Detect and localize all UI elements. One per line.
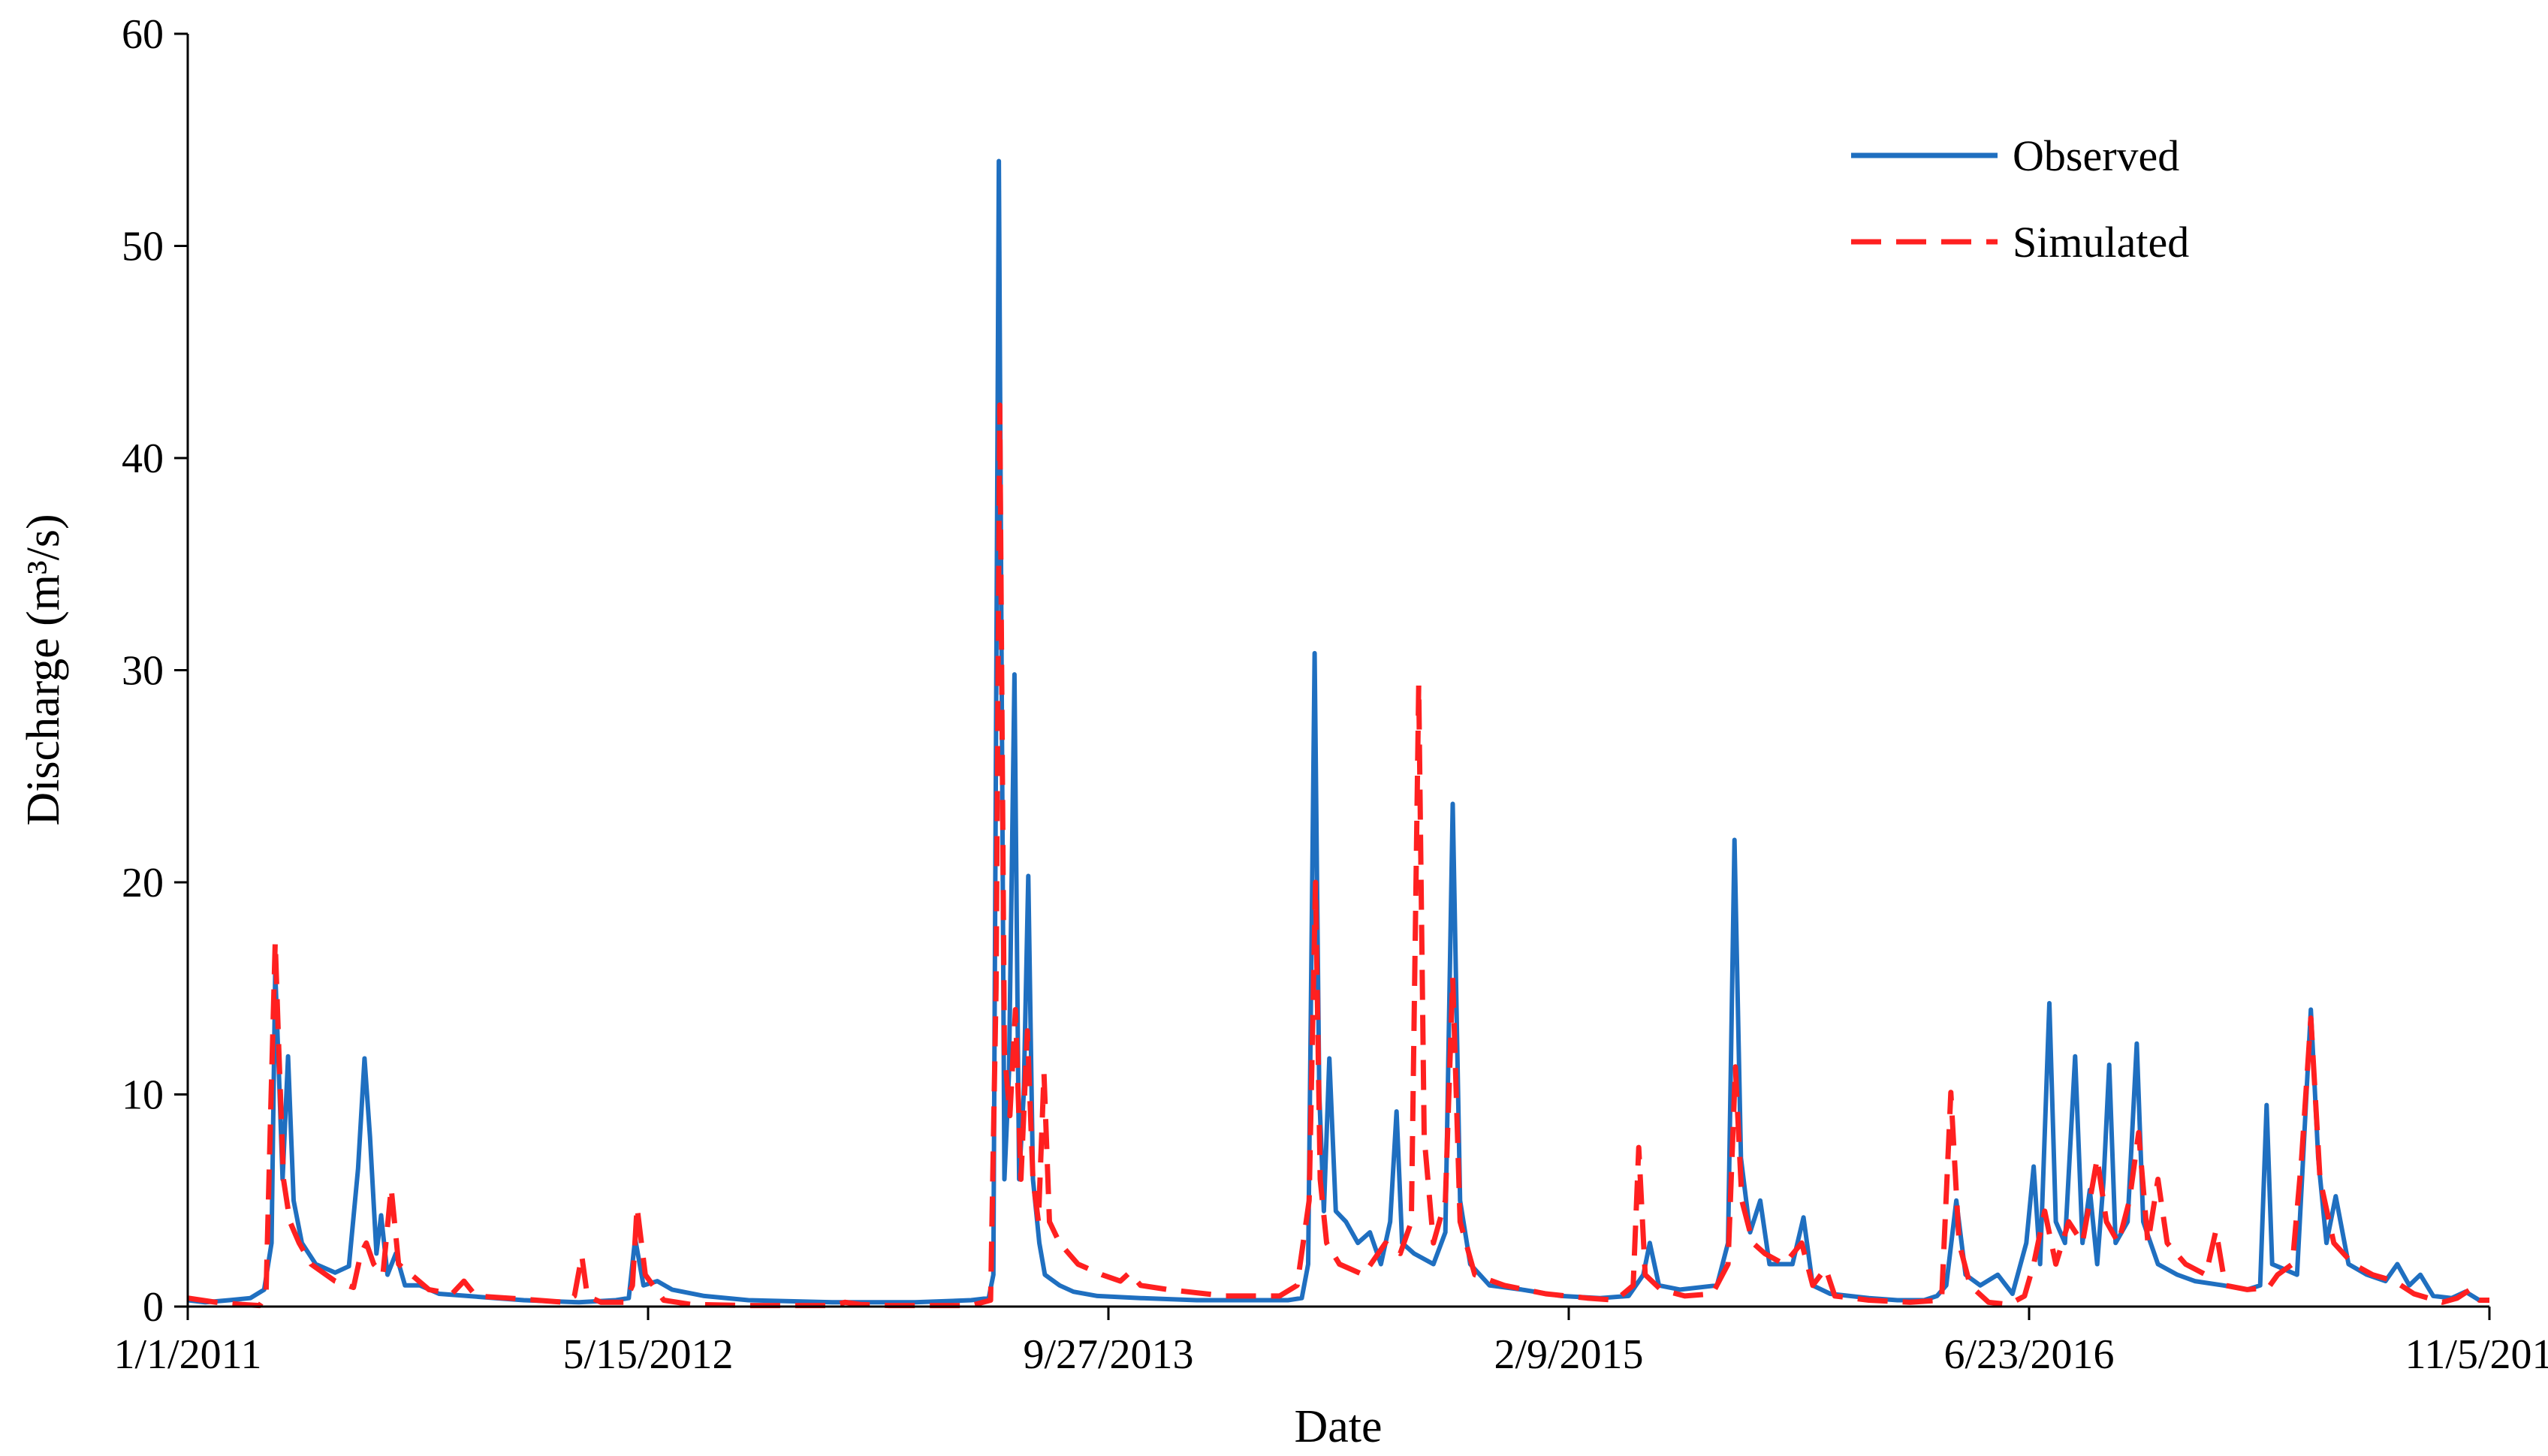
x-tick-label: 11/5/2017 (2405, 1331, 2548, 1378)
y-axis-title: Discharge (m³/s) (18, 514, 69, 825)
plot-area (187, 158, 2489, 1309)
x-tick-label: 6/23/2016 (1943, 1331, 2114, 1378)
y-tick-label: 60 (122, 11, 164, 58)
x-tick-label: 1/1/2011 (113, 1331, 261, 1378)
x-tick-label: 9/27/2013 (1023, 1331, 1193, 1378)
legend-label-simulated: Simulated (2013, 218, 2189, 267)
y-tick-label: 30 (122, 648, 164, 695)
x-tick-label: 2/9/2015 (1494, 1331, 1643, 1378)
y-tick-label: 20 (122, 860, 164, 906)
series-line-observed (187, 158, 2489, 1305)
x-tick-label: 5/15/2012 (562, 1331, 733, 1378)
y-axis-ticks: 0 10 20 30 40 50 60 (122, 11, 188, 1331)
legend-label-observed: Observed (2013, 131, 2179, 180)
series-line-simulated (187, 402, 2489, 1309)
x-axis-title: Date (1294, 1401, 1382, 1452)
y-tick-label: 10 (122, 1072, 164, 1119)
y-tick-label: 40 (122, 436, 164, 482)
y-tick-label: 0 (143, 1284, 164, 1331)
x-axis-ticks: 1/1/2011 5/15/2012 9/27/2013 2/9/2015 6/23/2… (113, 1307, 2548, 1378)
legend: Observed Simulated (1851, 131, 2189, 267)
y-tick-label: 50 (122, 224, 164, 270)
